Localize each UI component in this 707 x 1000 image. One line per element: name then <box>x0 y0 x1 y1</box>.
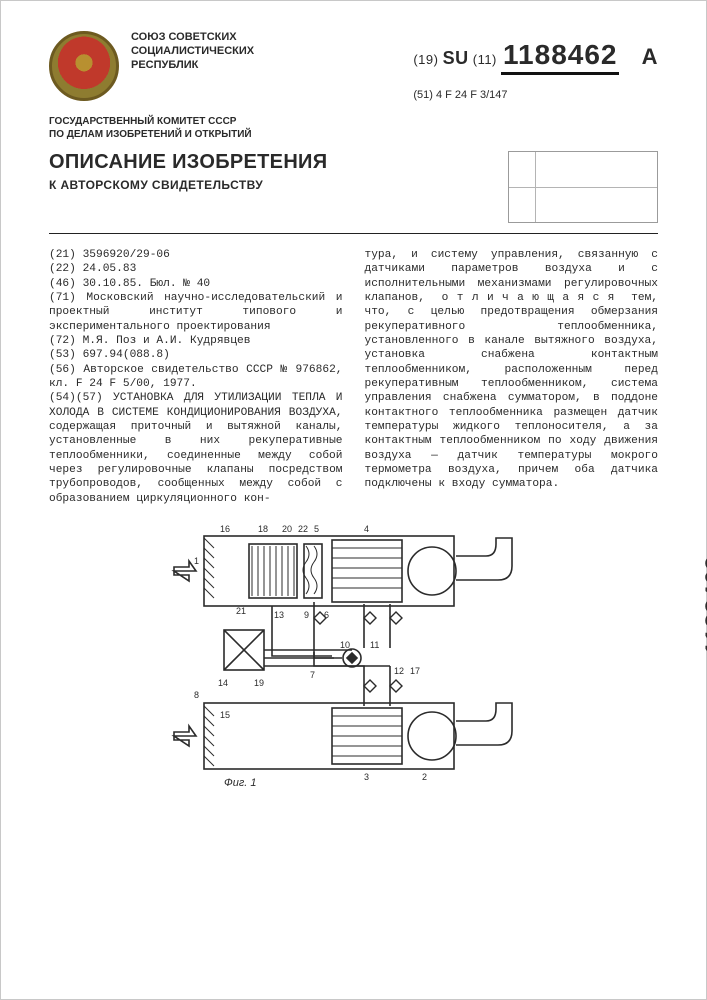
state-emblem <box>49 31 119 101</box>
svg-text:22: 22 <box>298 524 308 534</box>
svg-text:9: 9 <box>304 610 309 620</box>
svg-text:19: 19 <box>254 678 264 688</box>
field-72: (72) М.Я. Поз и А.И. Кудрявцев <box>49 334 343 348</box>
field-46: (46) 30.10.85. Бюл. № 40 <box>49 277 343 291</box>
biblio-abstract: (21) 3596920/29-06 (22) 24.05.83 (46) 30… <box>49 248 658 506</box>
svg-text:20: 20 <box>282 524 292 534</box>
field-22: (22) 24.05.83 <box>49 262 343 276</box>
figure-1: 16 18 20 22 5 4 1 21 13 9 6 14 19 8 10 11 12 17… <box>49 518 658 791</box>
figure-caption: Фиг. 1 <box>224 777 257 788</box>
code-11: (11) <box>473 52 497 67</box>
svg-text:6: 6 <box>324 610 329 620</box>
field-21: (21) 3596920/29-06 <box>49 248 343 262</box>
svg-text:15: 15 <box>220 710 230 720</box>
svg-text:16: 16 <box>220 524 230 534</box>
svg-text:2: 2 <box>422 772 427 782</box>
divider <box>49 233 658 234</box>
svg-text:10: 10 <box>340 640 350 650</box>
svg-text:18: 18 <box>258 524 268 534</box>
ipc-classification: (51) 4 F 24 F 3/147 <box>413 89 658 101</box>
document-title: ОПИСАНИЕ ИЗОБРЕТЕНИЯ <box>49 151 327 174</box>
svg-text:3: 3 <box>364 772 369 782</box>
svg-text:11: 11 <box>370 640 379 650</box>
side-publication-code: (19) SU (11) 1188462 A <box>701 540 707 748</box>
country-code: SU <box>443 48 469 68</box>
field-54-part2: тура, и систему управления, связанную с … <box>365 248 659 492</box>
svg-text:13: 13 <box>274 610 284 620</box>
publication-number-block: (19) SU (11) 1188462 A (51) 4 F 24 F 3/1… <box>413 31 658 101</box>
kind-code: A <box>642 44 658 69</box>
svg-text:17: 17 <box>410 666 420 676</box>
field-71: (71) Московский научно-исследовательский… <box>49 291 343 334</box>
field-56: (56) Авторское свидетельство СССР № 9768… <box>49 363 343 392</box>
committee-label: ГОСУДАРСТВЕННЫЙ КОМИТЕТ СССР ПО ДЕЛАМ ИЗ… <box>49 115 658 141</box>
figure-labels: 16 18 20 22 5 4 1 21 13 9 6 14 19 8 10 11 12 17… <box>194 524 427 782</box>
field-53: (53) 697.94(088.8) <box>49 348 343 362</box>
document-subtitle: К АВТОРСКОМУ СВИДЕТЕЛЬСТВУ <box>49 178 327 192</box>
publication-number: 1188462 <box>501 39 619 75</box>
title-block: ОПИСАНИЕ ИЗОБРЕТЕНИЯ К АВТОРСКОМУ СВИДЕТ… <box>49 151 658 223</box>
svg-text:1: 1 <box>194 556 199 566</box>
svg-text:4: 4 <box>364 524 369 534</box>
svg-text:7: 7 <box>310 670 315 680</box>
svg-text:12: 12 <box>394 666 404 676</box>
header: СОЮЗ СОВЕТСКИХ СОЦИАЛИСТИЧЕСКИХ РЕСПУБЛИ… <box>49 31 658 101</box>
svg-text:21: 21 <box>236 606 246 616</box>
code-19: (19) <box>413 52 438 67</box>
schematic-drawing: 16 18 20 22 5 4 1 21 13 9 6 14 19 8 10 11 12 17… <box>164 518 544 788</box>
union-title: СОЮЗ СОВЕТСКИХ СОЦИАЛИСТИЧЕСКИХ РЕСПУБЛИ… <box>131 31 254 72</box>
svg-text:14: 14 <box>218 678 228 688</box>
field-54-part1: (54)(57) УСТАНОВКА ДЛЯ УТИЛИЗАЦИИ ТЕПЛА … <box>49 391 343 506</box>
registry-stamp <box>508 151 658 223</box>
svg-text:5: 5 <box>314 524 319 534</box>
svg-text:8: 8 <box>194 690 199 700</box>
